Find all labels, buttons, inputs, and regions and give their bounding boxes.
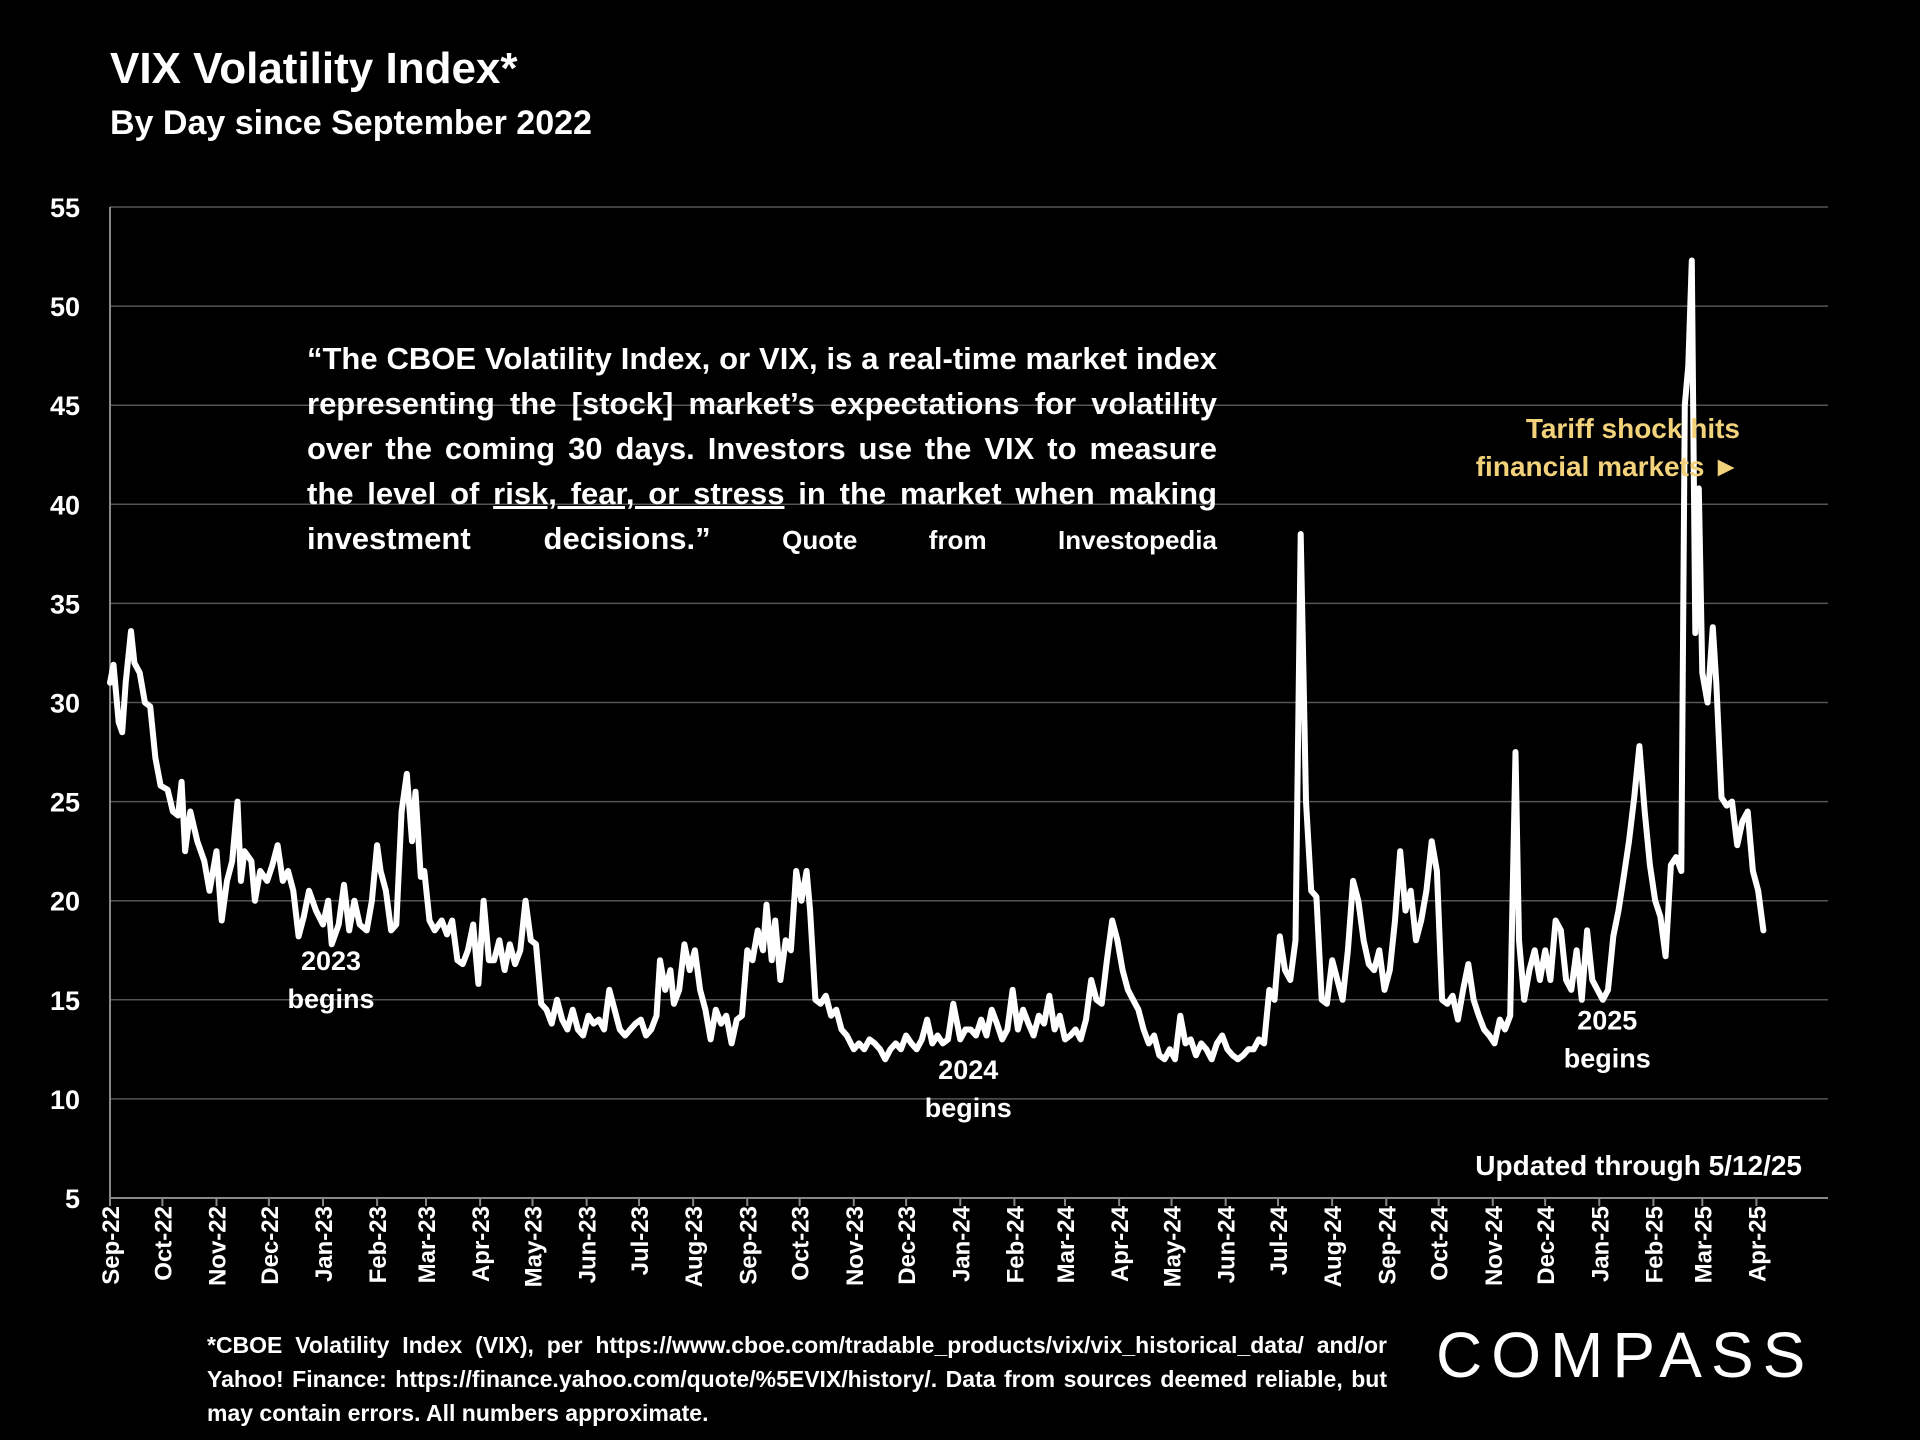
- x-tick-label: Aug-24: [1320, 1205, 1347, 1287]
- y-tick-label: 20: [50, 887, 80, 917]
- x-tick-label: Jul-24: [1266, 1205, 1293, 1275]
- tariff-annotation-line2: financial markets ►: [1475, 451, 1740, 482]
- chart-subtitle: By Day since September 2022: [110, 104, 592, 142]
- year-begins-label: begins: [925, 1093, 1012, 1123]
- y-tick-label: 45: [50, 391, 80, 421]
- x-tick-label: Oct-24: [1427, 1205, 1454, 1280]
- y-tick-label: 10: [50, 1085, 80, 1115]
- year-begins-label: begins: [1564, 1044, 1651, 1074]
- y-tick-label: 55: [50, 193, 80, 223]
- x-tick-label: Jun-24: [1214, 1205, 1241, 1283]
- x-tick-label: Oct-22: [150, 1206, 177, 1281]
- x-tick-label: May-24: [1160, 1205, 1187, 1287]
- x-tick-label: Sep-22: [98, 1206, 125, 1285]
- y-axis-tick-labels: 5 10 15 20 25 30 35 40 45 50 55: [50, 193, 80, 1214]
- vix-line: [107, 257, 1767, 1063]
- gridlines: [110, 206, 1828, 1100]
- tariff-annotation: Tariff shock hits financial markets ►: [1430, 410, 1740, 486]
- x-tick-label: Mar-24: [1053, 1205, 1080, 1283]
- x-tick-label: Feb-24: [1002, 1205, 1029, 1283]
- x-tick-label: Dec-22: [257, 1206, 284, 1285]
- x-tick-label: Aug-23: [681, 1206, 708, 1287]
- x-tick-label: Jan-23: [311, 1206, 338, 1282]
- y-tick-label: 15: [50, 986, 80, 1016]
- x-tick-label: Jan-24: [948, 1205, 975, 1282]
- year-begins-label: 2024: [938, 1055, 998, 1085]
- x-tick-label: May-23: [521, 1206, 548, 1287]
- axes: [109, 207, 1828, 1206]
- y-tick-label: 30: [50, 689, 80, 719]
- vix-series: [107, 257, 1767, 1063]
- x-tick-label: Jul-23: [627, 1206, 654, 1275]
- updated-note: Updated through 5/12/25: [1475, 1150, 1802, 1181]
- x-tick-label: Nov-23: [842, 1206, 869, 1286]
- x-tick-label: Mar-23: [414, 1206, 441, 1283]
- x-tick-label: Feb-25: [1641, 1206, 1668, 1283]
- y-tick-label: 50: [50, 292, 80, 322]
- source-footnote: *CBOE Volatility Index (VIX), per https:…: [207, 1332, 1387, 1426]
- x-tick-label: Feb-23: [365, 1206, 392, 1283]
- x-tick-label: Dec-23: [894, 1206, 921, 1285]
- x-tick-label: Dec-24: [1533, 1205, 1560, 1284]
- x-tick-label: Apr-23: [468, 1206, 495, 1282]
- year-begins-label: begins: [287, 984, 374, 1014]
- tariff-annotation-line1: Tariff shock hits: [1525, 413, 1740, 444]
- chart-title: VIX Volatility Index*: [110, 44, 518, 93]
- year-begins-label: 2025: [1577, 1006, 1637, 1036]
- investopedia-quote: “The CBOE Volatility Index, or VIX, is a…: [307, 336, 1217, 563]
- y-tick-label: 35: [50, 589, 80, 619]
- x-tick-label: Sep-24: [1374, 1205, 1401, 1284]
- y-tick-label: 25: [50, 788, 80, 818]
- x-tick-label: Jan-25: [1587, 1206, 1614, 1282]
- y-tick-label: 5: [65, 1184, 80, 1214]
- quote-text-end: in the market when making investment dec…: [307, 476, 1217, 556]
- x-axis-tick-labels: Sep-22 Oct-22 Nov-22 Dec-22 Jan-23 Feb-23 Mar-…: [98, 1205, 1771, 1287]
- quote-underlined-text: risk, fear, or stress: [493, 476, 785, 511]
- x-tick-label: Sep-23: [735, 1206, 762, 1285]
- compass-logo: COMPASS: [1436, 1319, 1815, 1391]
- y-tick-label: 40: [50, 490, 80, 520]
- quote-text: “The CBOE Volatility Index, or VIX, is a…: [307, 341, 1217, 511]
- x-tick-label: Oct-23: [788, 1206, 815, 1281]
- x-tick-label: Apr-24: [1107, 1205, 1134, 1282]
- x-tick-label: Mar-25: [1690, 1206, 1717, 1283]
- quote-source: Quote from Investopedia: [710, 525, 1217, 555]
- year-begins-label: 2023: [301, 946, 361, 976]
- x-tick-label: Nov-24: [1481, 1205, 1508, 1286]
- x-tick-label: Nov-22: [205, 1206, 232, 1286]
- x-tick-label: Apr-25: [1744, 1206, 1771, 1282]
- x-tick-label: Jun-23: [575, 1206, 602, 1283]
- year-annotations: 2023 begins 2024 begins 2025 begins: [287, 946, 1650, 1123]
